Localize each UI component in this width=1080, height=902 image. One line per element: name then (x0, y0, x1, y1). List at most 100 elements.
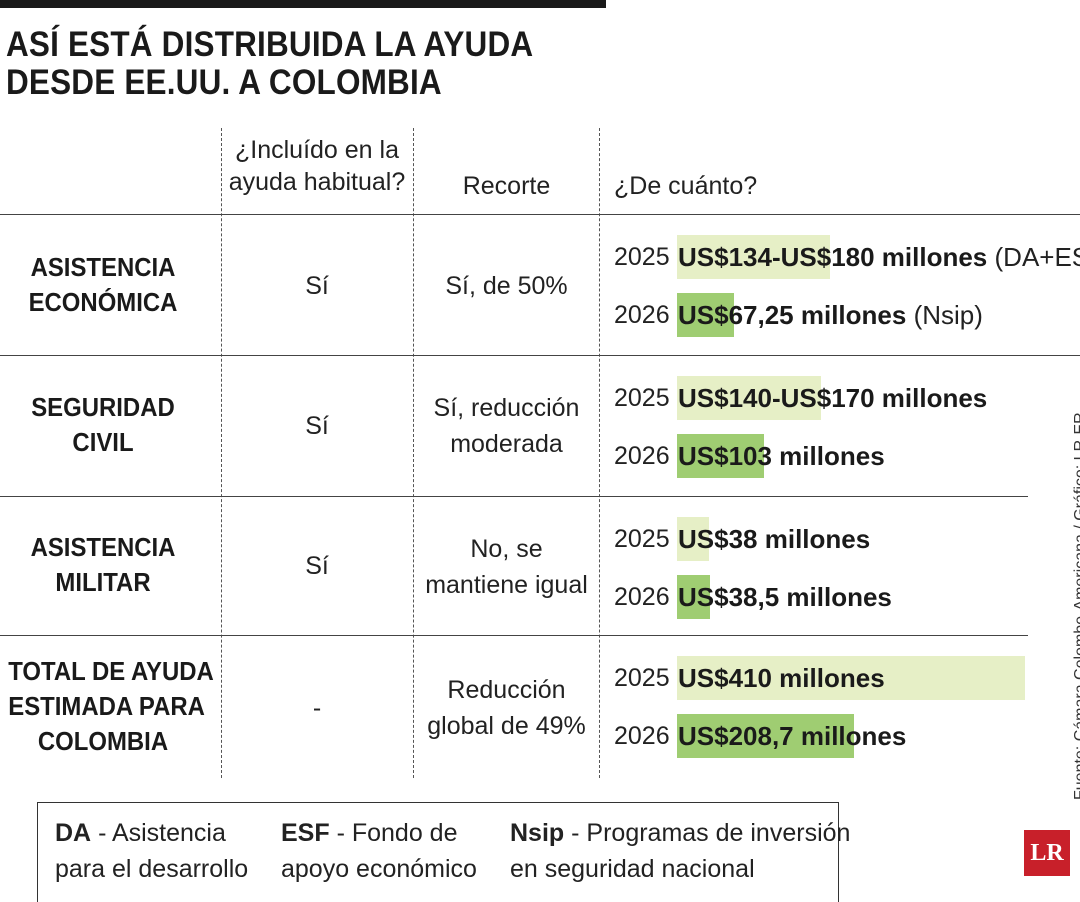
cut-line: Reducción (447, 676, 566, 704)
bar-2026 (677, 434, 764, 478)
bar-2026 (677, 293, 734, 337)
header-amount: ¿De cuánto? (614, 170, 757, 202)
header-cut: Recorte (414, 170, 599, 202)
amount-label: US$67,25 millones (Nsip) (678, 298, 983, 332)
amount-label: US$38 millones (678, 522, 870, 556)
chart-title: ASÍ ESTÁ DISTRIBUIDA LA AYUDA DESDE EE.U… (6, 26, 533, 102)
header-included-line-1: ¿Incluído en la (235, 136, 399, 164)
category-line: CIVIL (72, 427, 134, 457)
year-label: 2025 (614, 664, 670, 692)
legend-text: apoyo económico (281, 855, 477, 883)
legend-abbr: Nsip (510, 819, 565, 847)
legend-abbr: DA (55, 819, 92, 847)
legend-item-da: DA - Asistencia para el desarrollo (55, 815, 248, 887)
amount-note: (DA+ESF) (994, 242, 1080, 272)
included-cell: Sí (222, 548, 412, 584)
row-divider (0, 496, 1028, 497)
category-line: COLOMBIA (37, 726, 169, 756)
year-label: 2026 (614, 442, 670, 470)
category-line: TOTAL DE AYUDA (8, 656, 214, 686)
amount-value: US$38,5 millones (678, 582, 892, 612)
cut-cell: No, se mantiene igual (414, 531, 599, 603)
included-value: Sí (305, 412, 329, 440)
category-asistencia-militar: ASISTENCIA MILITAR (0, 530, 206, 600)
category-line: ASISTENCIA (30, 532, 176, 562)
amount-label: US$208,7 millones (678, 719, 906, 753)
category-line: ESTIMADA PARA (8, 691, 205, 721)
column-divider (599, 128, 600, 778)
category-line: MILITAR (55, 567, 151, 597)
year-label: 2025 (614, 384, 670, 412)
amount-label: US$103 millones (678, 439, 885, 473)
year-label: 2026 (614, 722, 670, 750)
cut-line: No, se (470, 535, 543, 563)
included-value: Sí (305, 272, 329, 300)
legend-line: DA - Asistencia (55, 815, 248, 851)
amount-value: US$134-US$180 millones (678, 242, 988, 272)
legend-text: - Programas de inversión (571, 819, 851, 847)
amount-value: US$67,25 millones (678, 300, 907, 330)
legend-abbr: ESF (281, 819, 330, 847)
amount-label: US$38,5 millones (678, 580, 892, 614)
amount-value: US$103 millones (678, 441, 885, 471)
included-cell: Sí (222, 408, 412, 444)
amount-label: US$134-US$180 millones (DA+ESF) (678, 240, 1080, 274)
amount-value: US$140-US$170 millones (678, 383, 988, 413)
title-line-1: ASÍ ESTÁ DISTRIBUIDA LA AYUDA (6, 25, 534, 64)
top-rule (0, 0, 606, 8)
row-divider (0, 214, 1080, 215)
header-included-line-2: ayuda habitual? (228, 168, 406, 196)
included-cell: - (222, 690, 412, 726)
year-label: 2025 (614, 243, 670, 271)
bar-2025 (677, 235, 830, 279)
included-cell: Sí (222, 268, 412, 304)
amount-note: (Nsip) (906, 300, 983, 330)
legend-text: - Fondo de (336, 819, 458, 847)
source-credit: Fuente: Cámara Colombo-Americana / Gráfi… (1072, 412, 1080, 800)
legend-text: - Asistencia (98, 819, 226, 847)
category-line: SEGURIDAD (31, 392, 175, 422)
lr-logo: LR (1024, 830, 1070, 876)
legend-item-nsip: Nsip - Programas de inversión en segurid… (510, 815, 850, 887)
bar-2026 (677, 575, 710, 619)
category-line: ECONÓMICA (28, 287, 178, 317)
cut-line: mantiene igual (425, 571, 588, 599)
cut-line: global de 49% (427, 712, 586, 740)
year-label: 2025 (614, 525, 670, 553)
bar-2025 (677, 376, 821, 420)
header-included: ¿Incluído en la ayuda habitual? (222, 134, 412, 198)
bar-2025 (677, 656, 1025, 700)
legend-item-esf: ESF - Fondo de apoyo económico (281, 815, 477, 887)
amount-label: US$140-US$170 millones (678, 381, 987, 415)
row-divider (0, 355, 1080, 356)
title-line-2: DESDE EE.UU. A COLOMBIA (6, 63, 442, 102)
cut-cell: Reducción global de 49% (414, 672, 599, 744)
amount-label: US$410 millones (678, 661, 885, 695)
legend-text: en seguridad nacional (510, 855, 755, 883)
cut-line: Sí, reducción (433, 394, 580, 422)
cut-line: Sí, de 50% (445, 272, 568, 300)
legend-line: Nsip - Programas de inversión (510, 815, 850, 851)
header-amount-label: ¿De cuánto? (614, 172, 758, 200)
cut-cell: Sí, de 50% (414, 268, 599, 304)
legend-line: ESF - Fondo de (281, 815, 477, 851)
year-label: 2026 (614, 301, 670, 329)
category-seguridad-civil: SEGURIDAD CIVIL (0, 390, 206, 460)
column-divider (221, 128, 222, 778)
row-divider (0, 635, 1028, 636)
bar-2026 (677, 714, 854, 758)
cut-line: moderada (450, 430, 563, 458)
amount-value: US$38 millones (678, 524, 871, 554)
category-line: ASISTENCIA (30, 252, 176, 282)
legend-text: para el desarrollo (55, 855, 249, 883)
year-label: 2026 (614, 583, 670, 611)
legend: DA - Asistencia para el desarrollo ESF -… (37, 802, 850, 902)
amount-value: US$410 millones (678, 663, 885, 693)
included-value: - (312, 694, 322, 722)
cut-cell: Sí, reducción moderada (414, 390, 599, 462)
amount-value: US$208,7 millones (678, 721, 907, 751)
column-divider (413, 128, 414, 778)
included-value: Sí (305, 552, 329, 580)
category-total: TOTAL DE AYUDA ESTIMADA PARA COLOMBIA (0, 654, 214, 759)
header-cut-label: Recorte (462, 172, 551, 200)
